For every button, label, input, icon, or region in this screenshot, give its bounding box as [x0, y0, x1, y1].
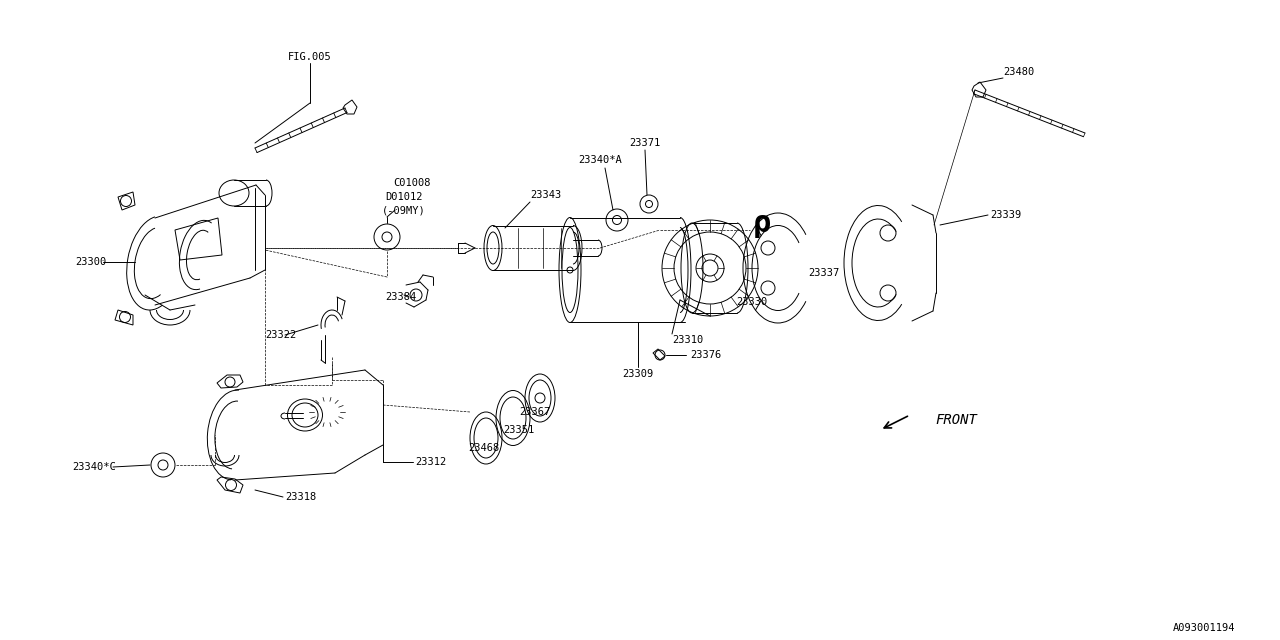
Text: 23322: 23322	[265, 330, 296, 340]
Text: ρ: ρ	[753, 209, 771, 237]
Text: FRONT: FRONT	[934, 413, 977, 427]
Text: 23340*A: 23340*A	[579, 155, 622, 165]
Text: (-09MY): (-09MY)	[381, 205, 426, 215]
Text: A093001194: A093001194	[1172, 623, 1235, 633]
Text: 23384: 23384	[385, 292, 416, 302]
Text: 23480: 23480	[1004, 67, 1034, 77]
Text: D01012: D01012	[385, 192, 422, 202]
Text: C01008: C01008	[393, 178, 430, 188]
Text: 23343: 23343	[530, 190, 561, 200]
Text: 23300: 23300	[76, 257, 106, 267]
Text: 23337: 23337	[808, 268, 840, 278]
Text: 23376: 23376	[690, 350, 721, 360]
Text: 23330: 23330	[736, 297, 768, 307]
Polygon shape	[343, 100, 357, 114]
Text: 23309: 23309	[622, 369, 654, 379]
Text: 23310: 23310	[672, 335, 703, 345]
Text: 23312: 23312	[415, 457, 447, 467]
Text: 23339: 23339	[989, 210, 1021, 220]
Text: 23340*C: 23340*C	[72, 462, 115, 472]
Polygon shape	[972, 82, 986, 97]
Text: 23367: 23367	[518, 407, 550, 417]
Text: 23351: 23351	[503, 425, 534, 435]
Text: 23468: 23468	[468, 443, 499, 453]
Text: 23371: 23371	[630, 138, 660, 148]
Text: FIG.005: FIG.005	[288, 52, 332, 62]
Text: 23318: 23318	[285, 492, 316, 502]
